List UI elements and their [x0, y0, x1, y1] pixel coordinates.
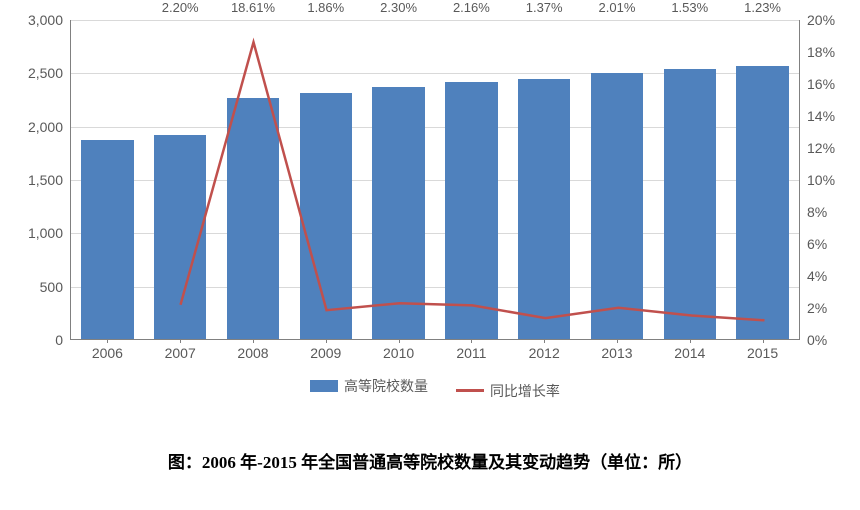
legend-item-line: 同比增长率 — [456, 381, 560, 401]
data-label: 1.37% — [526, 0, 563, 15]
bar-slot: 20072.20% — [144, 20, 217, 339]
x-axis-label: 2011 — [456, 345, 486, 361]
data-label: 1.53% — [671, 0, 708, 15]
bar — [591, 73, 643, 339]
y-right-tick: 10% — [807, 172, 835, 188]
data-label: 1.23% — [744, 0, 781, 15]
y-right-tick: 2% — [807, 300, 827, 316]
bar — [372, 87, 424, 339]
y-left-tick: 1,500 — [28, 172, 63, 188]
bar-slot: 20112.16% — [435, 20, 508, 339]
bar-slot: 20151.23% — [726, 20, 799, 339]
data-label: 18.61% — [231, 0, 275, 15]
x-axis-label: 2012 — [529, 345, 560, 361]
bar-slot: 2006 — [71, 20, 144, 339]
legend: 高等院校数量 同比增长率 — [70, 376, 800, 401]
chart-container: 0 500 1,000 1,500 2,000 2,500 3,000 0% 2% 4% 6% 8%… — [0, 0, 860, 420]
bar-slot: 20091.86% — [289, 20, 362, 339]
y-right-tick: 20% — [807, 12, 835, 28]
y-left-tick: 2,000 — [28, 119, 63, 135]
legend-label-line: 同比增长率 — [490, 381, 560, 401]
bar-slot: 20132.01% — [581, 20, 654, 339]
y-right-tick: 8% — [807, 204, 827, 220]
bar-group: 200620072.20%200818.61%20091.86%20102.30… — [71, 20, 799, 339]
y-right-tick: 18% — [807, 44, 835, 60]
y-left-tick: 500 — [40, 279, 63, 295]
legend-label-bar: 高等院校数量 — [344, 376, 428, 396]
y-right-tick: 14% — [807, 108, 835, 124]
bar-slot: 20102.30% — [362, 20, 435, 339]
y-left-tick: 2,500 — [28, 65, 63, 81]
chart-caption: 图：2006 年-2015 年全国普通高等院校数量及其变动趋势（单位：所） — [0, 448, 860, 473]
x-axis-label: 2008 — [237, 345, 268, 361]
y-right-tick: 16% — [807, 76, 835, 92]
y-left-tick: 1,000 — [28, 225, 63, 241]
bar — [300, 93, 352, 339]
x-axis-label: 2006 — [92, 345, 123, 361]
y-right-tick: 0% — [807, 332, 827, 348]
bar — [664, 69, 716, 339]
y-left-tick: 3,000 — [28, 12, 63, 28]
y-left-tick: 0 — [55, 332, 63, 348]
bar — [736, 66, 788, 339]
x-axis-label: 2010 — [383, 345, 414, 361]
legend-item-bar: 高等院校数量 — [310, 376, 428, 396]
y-right-tick: 6% — [807, 236, 827, 252]
bar — [81, 140, 133, 339]
data-label: 2.16% — [453, 0, 490, 15]
x-axis-label: 2014 — [674, 345, 705, 361]
bar — [227, 98, 279, 339]
x-axis-label: 2009 — [310, 345, 341, 361]
bar — [154, 135, 206, 339]
x-axis-label: 2015 — [747, 345, 778, 361]
y-right-tick: 4% — [807, 268, 827, 284]
legend-swatch-line — [456, 389, 484, 392]
x-axis-label: 2013 — [601, 345, 632, 361]
bar — [518, 79, 570, 339]
x-axis-label: 2007 — [165, 345, 196, 361]
data-label: 2.20% — [162, 0, 199, 15]
bar — [445, 82, 497, 339]
plot-area: 05001,0001,5002,0002,5003,000 0%2%4%6%8%… — [70, 20, 800, 340]
bar-slot: 200818.61% — [217, 20, 290, 339]
legend-swatch-bar — [310, 380, 338, 392]
data-label: 2.01% — [599, 0, 636, 15]
data-label: 2.30% — [380, 0, 417, 15]
data-label: 1.86% — [307, 0, 344, 15]
bar-slot: 20121.37% — [508, 20, 581, 339]
y-right-tick: 12% — [807, 140, 835, 156]
bar-slot: 20141.53% — [653, 20, 726, 339]
